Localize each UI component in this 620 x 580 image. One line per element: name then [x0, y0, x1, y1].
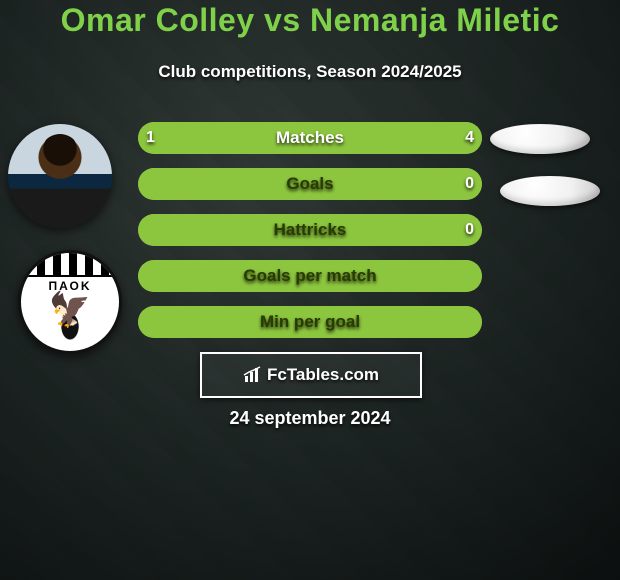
brand-text: FcTables.com: [267, 354, 379, 396]
subtitle: Club competitions, Season 2024/2025: [0, 62, 620, 82]
bar-chart-icon: [243, 366, 263, 384]
brand-box[interactable]: FcTables.com: [200, 352, 422, 398]
date-text: 24 september 2024: [0, 408, 620, 429]
stat-label: Hattricks: [138, 214, 482, 246]
stat-label: Goals per match: [138, 260, 482, 292]
value-pill: [500, 176, 600, 206]
stat-label: Goals: [138, 168, 482, 200]
page-title: Omar Colley vs Nemanja Miletic: [0, 2, 620, 39]
stat-bar: Min per goal: [138, 306, 482, 338]
value-pill: [490, 124, 590, 154]
stat-row: Hattricks0: [0, 214, 620, 254]
stat-row: Min per goal: [0, 306, 620, 346]
stat-bar: Hattricks0: [138, 214, 482, 246]
stat-value-right: 0: [444, 168, 474, 200]
stat-label: Matches: [138, 122, 482, 154]
stat-value-right: 0: [444, 214, 474, 246]
stat-row: Goals per match: [0, 260, 620, 300]
stat-value-left: 1: [146, 122, 176, 154]
stat-bar: Goals per match: [138, 260, 482, 292]
stat-value-right: 4: [444, 122, 474, 154]
stat-label: Min per goal: [138, 306, 482, 338]
stat-bar: Matches1 4: [138, 122, 482, 154]
comparison-card: Omar Colley vs Nemanja Miletic Club comp…: [0, 0, 620, 580]
stat-bar: Goals0: [138, 168, 482, 200]
